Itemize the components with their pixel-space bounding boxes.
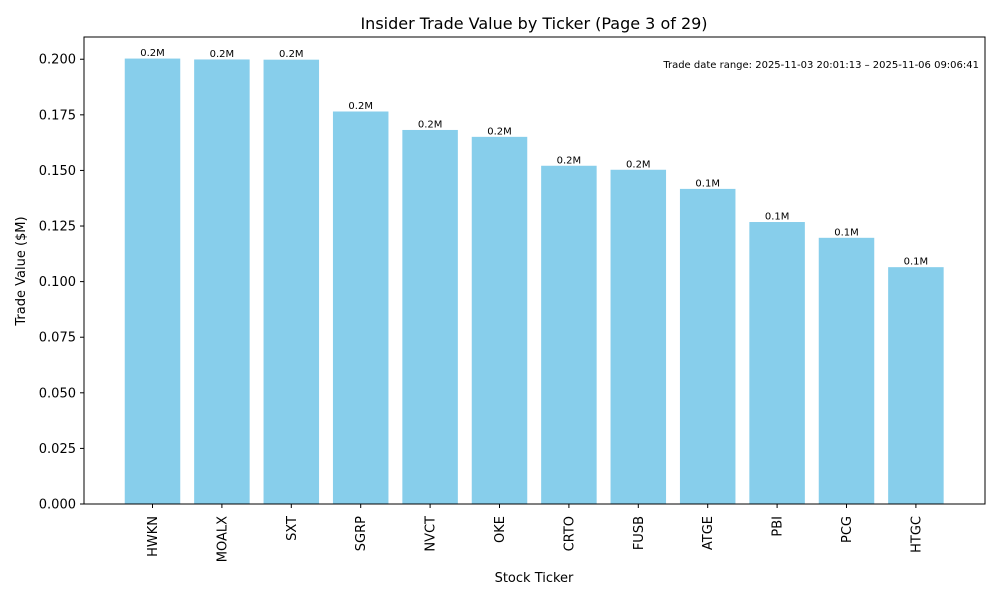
y-tick-label: 0.150 bbox=[39, 164, 76, 179]
y-tick-label: 0.175 bbox=[39, 108, 76, 123]
bar-value-label: 0.2M bbox=[626, 159, 651, 170]
y-tick-label: 0.075 bbox=[39, 331, 76, 346]
chart-title: Insider Trade Value by Ticker (Page 3 of… bbox=[360, 14, 707, 33]
x-axis-label: Stock Ticker bbox=[495, 571, 574, 586]
bar-value-label: 0.2M bbox=[140, 48, 165, 59]
x-tick-label-nvct: NVCT bbox=[424, 516, 439, 552]
x-tick-label-sgrp: SGRP bbox=[354, 516, 369, 551]
bar-pcg bbox=[818, 237, 875, 504]
x-tick-label-sxt: SXT bbox=[285, 516, 300, 541]
bar-atge bbox=[679, 188, 736, 505]
bar-value-label: 0.2M bbox=[418, 119, 443, 130]
bar-nvct bbox=[402, 129, 458, 504]
bar-moalx bbox=[194, 59, 250, 504]
bar-crto bbox=[541, 165, 597, 504]
y-tick-label: 0.025 bbox=[39, 442, 76, 457]
x-tick-label-htgc: HTGC bbox=[909, 516, 924, 553]
y-tick-label: 0.125 bbox=[39, 220, 76, 235]
x-tick-label-crto: CRTO bbox=[562, 516, 577, 551]
bar-value-label: 0.2M bbox=[210, 49, 235, 60]
x-tick-label-moalx: MOALX bbox=[215, 516, 230, 562]
date-range-annotation: Trade date range: 2025-11-03 20:01:13 – … bbox=[662, 60, 979, 71]
x-tick-label-pcg: PCG bbox=[840, 516, 855, 543]
y-axis-label: Trade Value ($M) bbox=[14, 216, 29, 326]
y-axis-ticks: 0.000 0.025 0.050 0.075 0.100 0.125 0.150 0.175… bbox=[39, 53, 84, 513]
y-tick-label: 0.050 bbox=[39, 386, 76, 401]
bar-pbi bbox=[749, 222, 805, 505]
x-tick-label-hwkn: HWKN bbox=[146, 516, 161, 557]
x-tick-label-atge: ATGE bbox=[701, 516, 716, 550]
x-axis-ticks: HWKN MOALX SXT SGRP NVCT OKE CRTO FUSB ATGE PBI PC… bbox=[146, 504, 924, 562]
bar-oke bbox=[471, 136, 528, 504]
x-tick-label-fusb: FUSB bbox=[632, 516, 647, 550]
bar-value-label: 0.2M bbox=[557, 155, 582, 166]
bar-value-label: 0.1M bbox=[834, 227, 859, 238]
bar-sgrp bbox=[332, 111, 389, 504]
bar-htgc bbox=[888, 267, 944, 504]
bar-hwkn bbox=[124, 58, 181, 504]
bar-sxt bbox=[263, 59, 320, 504]
bar-value-label: 0.2M bbox=[487, 126, 512, 137]
bar-value-label: 0.1M bbox=[765, 212, 790, 223]
x-tick-label-pbi: PBI bbox=[771, 516, 786, 537]
y-tick-label: 0.000 bbox=[39, 498, 76, 513]
y-tick-label: 0.200 bbox=[39, 53, 76, 68]
plot-area-frame bbox=[83, 36, 986, 505]
bar-data-labels: 0.2M 0.2M 0.2M 0.2M 0.2M 0.2M 0.2M 0.2M 0.1M 0.1M… bbox=[140, 48, 928, 268]
bar-value-label: 0.1M bbox=[695, 178, 720, 189]
bar-value-label: 0.1M bbox=[904, 257, 929, 268]
y-tick-label: 0.100 bbox=[39, 275, 76, 290]
x-tick-label-oke: OKE bbox=[493, 516, 508, 543]
bar-value-label: 0.2M bbox=[348, 101, 373, 112]
bar-fusb bbox=[610, 169, 667, 505]
bar-value-label: 0.2M bbox=[279, 49, 304, 60]
bar-series bbox=[124, 58, 944, 505]
